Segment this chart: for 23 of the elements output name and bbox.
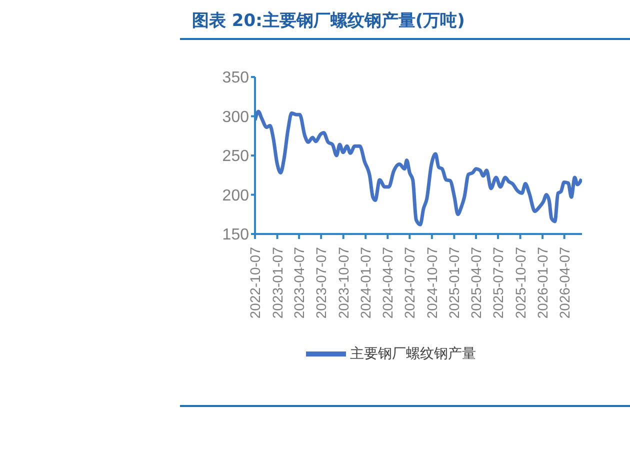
x-tick-label: 2024-10-07 bbox=[424, 246, 440, 319]
x-tick-label: 2023-01-07 bbox=[269, 246, 286, 319]
x-tick-label: 2025-01-07 bbox=[446, 246, 462, 319]
y-tick-label: 150 bbox=[222, 226, 250, 244]
x-tick-label: 2026-04-07 bbox=[556, 246, 572, 319]
x-tick-label: 2025-10-07 bbox=[512, 246, 528, 319]
x-tick-label: 2023-10-07 bbox=[335, 246, 352, 319]
y-tick-label: 350 bbox=[222, 70, 250, 87]
x-tick-label: 2022-10-07 bbox=[247, 246, 263, 319]
chart-title: 图表 20:主要钢厂螺纹钢产量(万吨) bbox=[180, 6, 630, 40]
x-tick-label: 2025-04-07 bbox=[468, 246, 484, 319]
legend-label: 主要钢厂螺纹钢产量 bbox=[350, 346, 476, 362]
x-tick-label: 2023-04-07 bbox=[291, 246, 308, 319]
x-tick-label: 2024-04-07 bbox=[380, 246, 396, 319]
line-series bbox=[255, 110, 582, 226]
y-tick-label: 200 bbox=[222, 187, 250, 204]
x-tick-label: 2023-07-07 bbox=[313, 246, 330, 319]
x-tick-label: 2024-01-07 bbox=[358, 246, 374, 319]
x-tick-label: 2026-01-07 bbox=[534, 246, 551, 319]
x-tick-label: 2024-07-07 bbox=[402, 246, 418, 319]
y-tick-label: 300 bbox=[222, 108, 250, 126]
x-tick-label: 2025-07-07 bbox=[490, 246, 506, 319]
y-tick-label: 250 bbox=[222, 148, 250, 166]
